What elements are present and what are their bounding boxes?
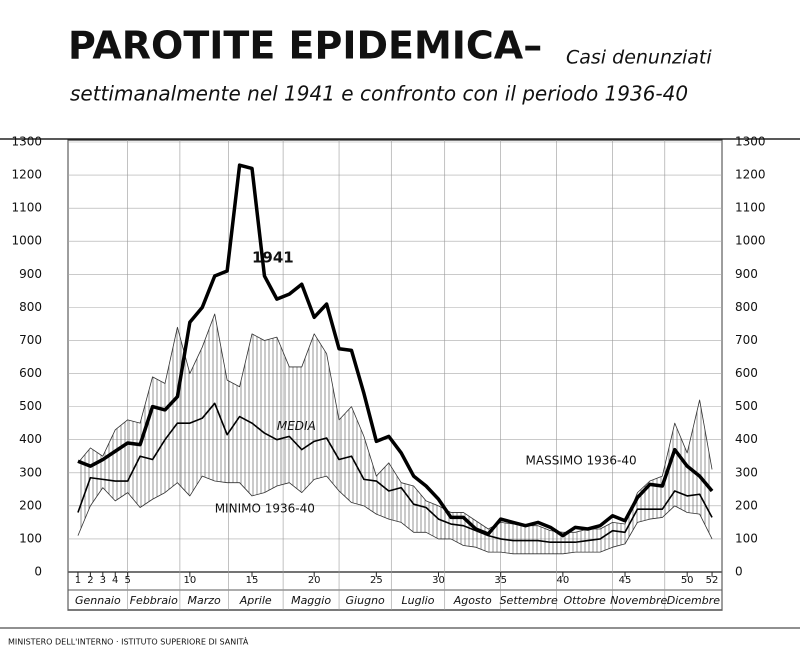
month-label: Agosto	[453, 594, 492, 607]
month-label: Giugno	[346, 594, 386, 607]
month-label: Ottobre	[563, 594, 606, 607]
y2-tick-label: 800	[735, 300, 758, 314]
footer: MINISTERO DELL'INTERNO · ISTITUTO SUPERI…	[8, 636, 249, 647]
y2-tick-label: 1300	[735, 135, 766, 149]
y2-tick-label: 300	[735, 465, 758, 479]
x-tick-label: 45	[619, 575, 632, 586]
y-tick-label: 1200	[11, 168, 42, 182]
subtitle: settimanalmente nel 1941 e confronto con…	[70, 82, 688, 106]
month-label: Dicembre	[667, 594, 721, 607]
y2-tick-label: 900	[735, 267, 758, 281]
y2-tick-label: 1100	[735, 201, 766, 215]
y-tick-label: 700	[19, 333, 42, 347]
y-tick-label: 0	[34, 565, 42, 579]
x-tick-label: 5	[124, 575, 130, 586]
y2-tick-label: 1000	[735, 234, 766, 248]
series-label: MASSIMO 1936-40	[526, 454, 637, 468]
series-label: MINIMO 1936-40	[215, 502, 315, 516]
y2-tick-label: 600	[735, 366, 758, 380]
y-tick-label: 1100	[11, 201, 42, 215]
x-tick-label: 4	[112, 575, 118, 586]
x-tick-label: 35	[494, 575, 507, 586]
x-tick-label: 2	[87, 575, 93, 586]
x-tick-label: 1	[75, 575, 81, 586]
month-label: Settembre	[500, 594, 558, 607]
y2-tick-label: 700	[735, 333, 758, 347]
y-tick-label: 600	[19, 366, 42, 380]
y-tick-label: 300	[19, 465, 42, 479]
y2-tick-label: 400	[735, 432, 758, 446]
x-tick-label: 25	[370, 575, 383, 586]
series-label: 1941	[252, 248, 294, 266]
chart-title: PAROTITE EPIDEMICA–	[68, 24, 542, 68]
y-tick-label: 400	[19, 432, 42, 446]
y2-tick-label: 200	[735, 498, 758, 512]
month-label: Luglio	[402, 594, 435, 607]
y-tick-label: 1300	[11, 135, 42, 149]
y-tick-label: 800	[19, 300, 42, 314]
y-tick-label: 100	[19, 531, 42, 545]
y2-tick-label: 1200	[735, 168, 766, 182]
title-suffix: Casi denunziati	[566, 47, 712, 69]
y2-tick-label: 100	[735, 531, 758, 545]
y2-tick-label: 0	[735, 565, 743, 579]
series-label: MEDIA	[277, 419, 316, 433]
y-tick-label: 200	[19, 498, 42, 512]
month-label: Novembre	[610, 594, 667, 607]
x-tick-label: 3	[100, 575, 106, 586]
month-label: Marzo	[188, 594, 222, 607]
month-label: Maggio	[291, 594, 331, 607]
series-line	[77, 475, 713, 555]
x-tick-label: 30	[432, 575, 445, 586]
range-band	[77, 314, 713, 554]
x-tick-label: 20	[308, 575, 321, 586]
series-line	[77, 402, 713, 544]
x-tick-label: 50	[681, 575, 694, 586]
y-tick-label: 500	[19, 399, 42, 413]
series-line	[77, 163, 714, 538]
y2-tick-label: 500	[735, 399, 758, 413]
x-tick-label: 40	[556, 575, 569, 586]
x-tick-label: 15	[246, 575, 259, 586]
x-tick-label: 52	[706, 575, 719, 586]
month-label: Febbraio	[130, 594, 178, 607]
month-label: Gennaio	[75, 594, 121, 607]
x-tick-label: 10	[183, 575, 196, 586]
y-tick-label: 1000	[11, 234, 42, 248]
month-label: Aprile	[239, 594, 272, 607]
y-tick-label: 900	[19, 267, 42, 281]
